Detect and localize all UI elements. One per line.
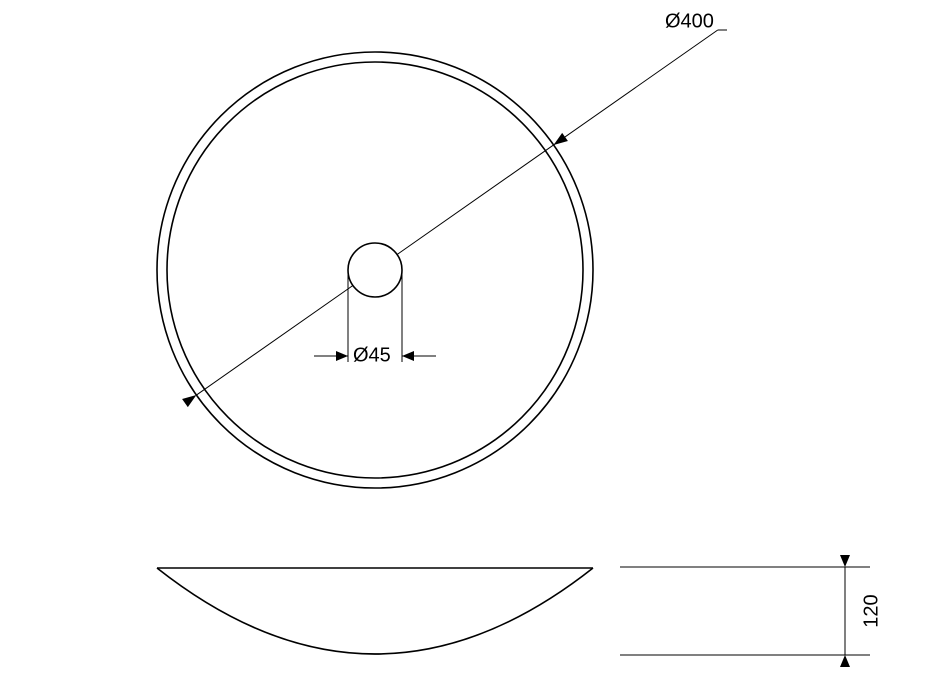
side-view-bowl-profile	[157, 568, 593, 654]
diameter-dimension	[196, 30, 727, 395]
top-view-drain-hole	[348, 243, 402, 297]
top-view-outer-circle	[157, 52, 593, 488]
top-view-inner-circle	[167, 62, 583, 478]
height-label: 120	[860, 594, 882, 627]
height-dimension	[620, 567, 870, 655]
diameter-label: Ø400	[665, 10, 714, 32]
hole-diameter-label: Ø45	[353, 344, 391, 366]
